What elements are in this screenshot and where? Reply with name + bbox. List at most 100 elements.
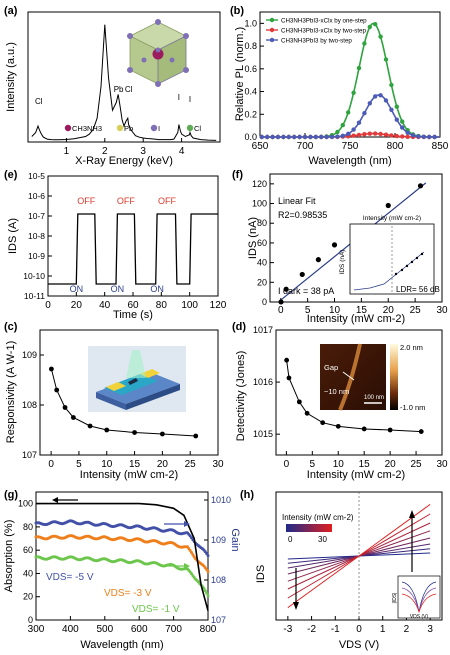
legend-b: CH3NH3PbI3-xClx by one-step CH3NH3PbI3-xC…: [266, 18, 367, 45]
panel-f: (f) IDS (nA) Intensity (mW cm-2) 0 5 10 15 2…: [232, 169, 448, 325]
legend-marker-a: [116, 124, 124, 132]
peak-label: I: [189, 95, 191, 104]
device-schematic-image: [88, 346, 186, 412]
eds-spectrum-line: [31, 24, 217, 141]
pl-point: [373, 22, 378, 27]
data-point-f: [278, 299, 284, 305]
legend-marker-a: [150, 124, 158, 132]
gain-point: [205, 591, 209, 595]
gain-series: [34, 519, 210, 598]
pl-point: [275, 134, 281, 140]
vds-label-1: VDS= -1 V: [132, 604, 180, 615]
panel-a: (a) Intensity (a.u.) X-Ray Energy (keV) …: [4, 5, 221, 167]
pl-point: [400, 134, 405, 139]
pl-point: [383, 57, 389, 62]
ytick-label-g: 60: [23, 545, 33, 555]
data-point-c: [49, 366, 54, 372]
xtick-label-h: -2: [307, 624, 316, 635]
crystal-structure-image: [127, 19, 189, 87]
ytick-label-g: 20: [23, 592, 33, 602]
xtick-label-h: 1: [380, 624, 386, 635]
ytick-label-g: 100: [18, 499, 33, 509]
data-points-f: [278, 183, 424, 305]
vds-label-3: VDS= -3 V: [104, 588, 152, 599]
ytick-label-e: 10-5: [28, 171, 45, 181]
xtick-label-c: 30: [212, 459, 224, 470]
ytick-label-e: 10-8: [28, 231, 45, 241]
data-point-f: [417, 183, 424, 189]
legend-label-a: CH3NH3: [72, 124, 102, 133]
ticks-b: 650 700 750 800 850 0.0 0.2 0.4 0.6 0.8 1.0: [244, 18, 448, 152]
xtick-label-d: 10: [333, 459, 345, 470]
pl-point: [313, 134, 318, 140]
ytick-label-g: 40: [23, 568, 33, 578]
xtick-label-f: 20: [383, 305, 395, 316]
data-point-c: [87, 423, 93, 429]
xtick-label-e: 20: [71, 300, 83, 311]
data-point-f: [315, 257, 321, 263]
legend-marker-b: [269, 17, 275, 23]
legend-label-a: I: [158, 124, 160, 133]
xtick-label-d: 25: [411, 459, 423, 470]
xtick-label-b: 800: [387, 141, 404, 152]
panel-label-g: (g): [4, 489, 18, 501]
pl-point: [319, 134, 324, 140]
fit-label: Linear Fit: [278, 196, 316, 206]
ytick-label-b: 0.0: [244, 132, 257, 142]
xlabel-d: Intensity (mW cm-2): [307, 469, 405, 481]
ytick-label-c: 109: [22, 350, 37, 360]
xtick-label-e: 100: [181, 300, 198, 311]
xtick-label-h: -3: [283, 624, 292, 635]
ylabel-a: Intensity (a.u.): [5, 42, 17, 112]
pl-point: [394, 133, 399, 139]
xtick-label-b: 750: [342, 141, 359, 152]
xtick-label-c: 15: [129, 459, 141, 470]
data-point-d: [286, 375, 292, 381]
pl-point: [356, 120, 362, 125]
ytick-label-g: 0: [28, 615, 33, 625]
pl-point: [270, 134, 275, 140]
pl-point: [362, 111, 367, 116]
off-label: OFF: [117, 196, 135, 206]
xtick-label-c: 20: [157, 459, 169, 470]
xtick-label-f: 30: [436, 305, 448, 316]
pl-point: [329, 134, 335, 140]
xtick-label-d: 30: [436, 459, 448, 470]
pl-point: [394, 104, 399, 109]
ytick-label-f: 100: [252, 199, 267, 209]
xtick-label-f: 15: [356, 305, 368, 316]
axes-frame-d: [275, 329, 443, 456]
afm-thickness-label: ~10 nm: [324, 387, 349, 396]
iv-curve: [287, 503, 431, 609]
xtick-label-f: 10: [329, 305, 341, 316]
peak-label: Cl: [35, 97, 43, 106]
pl-point: [340, 133, 345, 138]
xlabel-f: Intensity (mW cm-2): [307, 313, 405, 325]
data-point-c: [70, 415, 76, 420]
pl-point: [351, 133, 356, 138]
xtick-label-f: 0: [278, 305, 284, 316]
ylabel-f: IDS (nA): [247, 217, 259, 259]
pl-point: [421, 134, 426, 139]
xtick-label-c: 5: [76, 459, 82, 470]
pl-point: [335, 129, 340, 135]
inset-ylabel-f: IDS (nA): [339, 250, 346, 275]
inset-f: Intensity (mW cm-2) IDS (nA) LDR= 56 dB: [339, 215, 440, 295]
y2tick-label-g: 1010: [211, 495, 231, 505]
ticks-e: 0 20 40 60 80 100 120 10-5 10-6 10-7 10-8 10-9 10-10…: [23, 171, 227, 311]
ytick-label-f: 20: [257, 277, 267, 287]
ytick-label-b: 0.6: [244, 64, 257, 74]
ytick-label-f: 0: [262, 297, 267, 307]
pl-point: [367, 131, 372, 136]
xtick-label-f: 5: [305, 305, 311, 316]
pl-point: [324, 134, 329, 140]
intensity-colorbar: [286, 524, 332, 532]
ticks-f: 0 5 10 15 20 25 30 0 20 40 60 80 100 120: [252, 179, 448, 316]
xtick-label-b: 850: [432, 141, 449, 152]
data-point-d: [418, 429, 424, 434]
peak-label: Pb: [114, 85, 124, 94]
legend-title-h: Intensity (mW cm-2): [282, 513, 354, 522]
y2tick-label-g: 108: [211, 575, 226, 585]
ytick-label-b: 0.4: [244, 87, 257, 97]
